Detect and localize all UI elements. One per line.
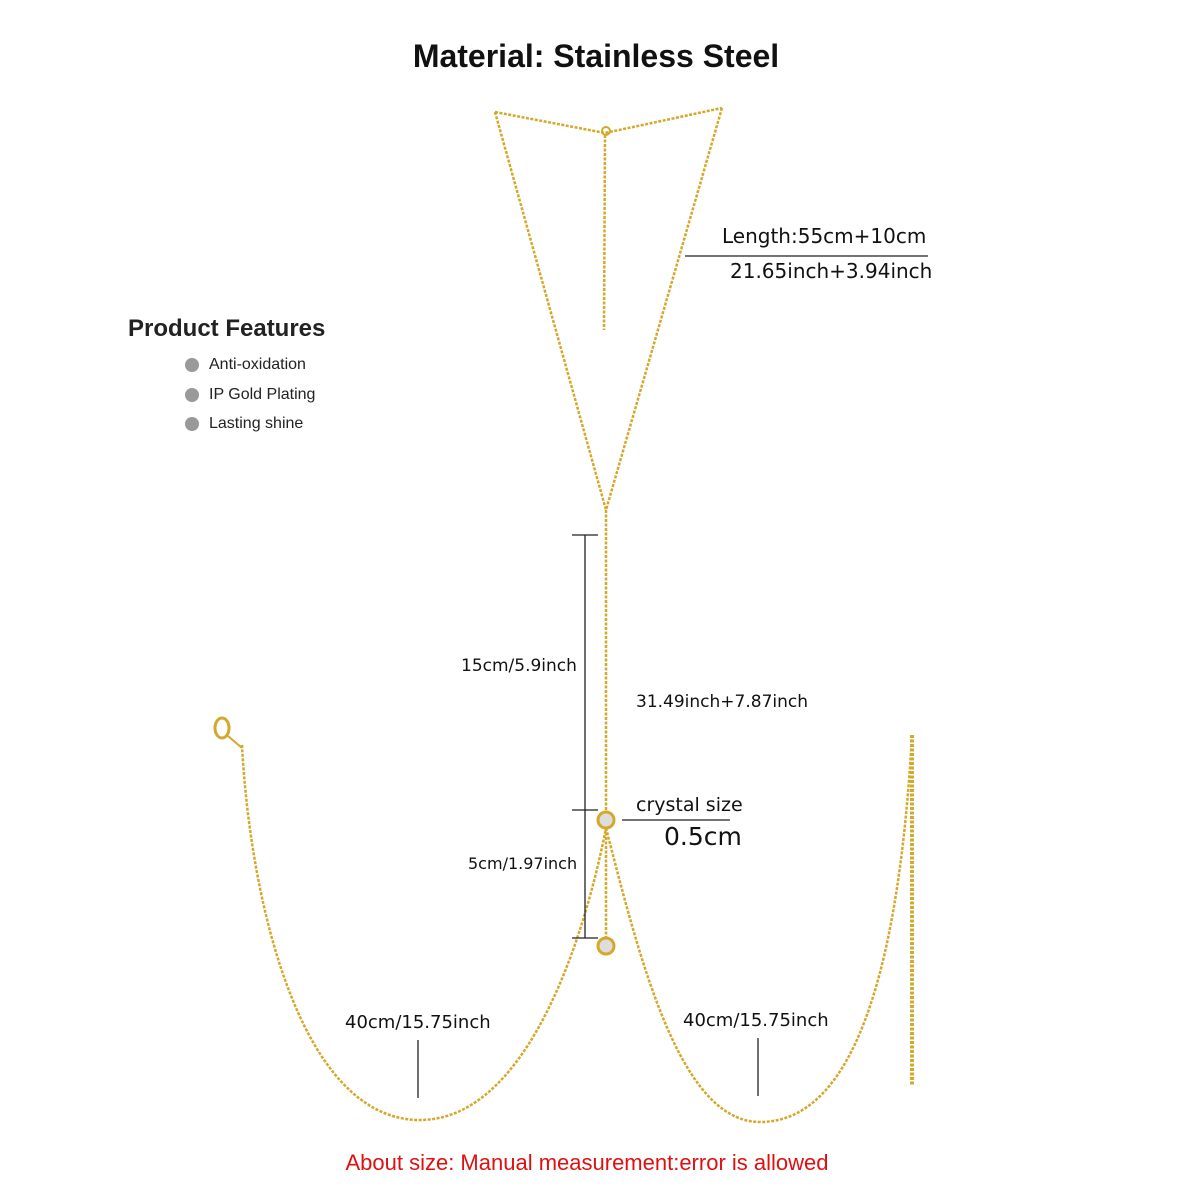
feature-label: IP Gold Plating — [209, 386, 316, 403]
size-note: About size: Manual measurement:error is … — [345, 1150, 829, 1175]
material-title: Material: Stainless Steel — [412, 38, 780, 74]
neck-chain-right — [604, 107, 724, 511]
drop-upper-label: 15cm/5.9inch — [461, 656, 577, 676]
feature-item: IP Gold Plating — [185, 386, 315, 404]
back-clasp-icon — [601, 126, 611, 136]
left-body-chain — [240, 744, 608, 1122]
drop-total-inch: 31.49inch+7.87inch — [636, 692, 809, 712]
crystal-upper-icon — [596, 810, 616, 830]
right-body-chain — [604, 734, 914, 1124]
feature-label: Lasting shine — [209, 415, 304, 432]
measure-lines — [417, 255, 928, 1098]
features-heading: Product Features — [128, 315, 326, 342]
length-inch: 21.65inch+3.94inch — [730, 259, 933, 283]
neck-chain-back — [494, 106, 723, 135]
neck-chain-left — [493, 111, 608, 511]
extender-chain — [602, 134, 607, 331]
drop-lower-label: 5cm/1.97inch — [468, 854, 578, 873]
feature-label: Anti-oxidation — [209, 356, 306, 373]
bullet-icon — [185, 417, 199, 431]
lobster-clasp-icon — [213, 716, 243, 749]
crystal-size: 0.5cm — [664, 822, 742, 851]
length-cm: Length:55cm+10cm — [722, 224, 927, 248]
right-chain-label: 40cm/15.75inch — [683, 1010, 829, 1031]
crystal-lower-icon — [596, 936, 616, 956]
feature-item: Anti-oxidation — [185, 356, 306, 374]
left-chain-label: 40cm/15.75inch — [345, 1012, 491, 1033]
feature-item: Lasting shine — [185, 415, 303, 433]
bullet-icon — [185, 358, 199, 372]
crystal-label: crystal size — [636, 794, 743, 816]
bullet-icon — [185, 388, 199, 402]
